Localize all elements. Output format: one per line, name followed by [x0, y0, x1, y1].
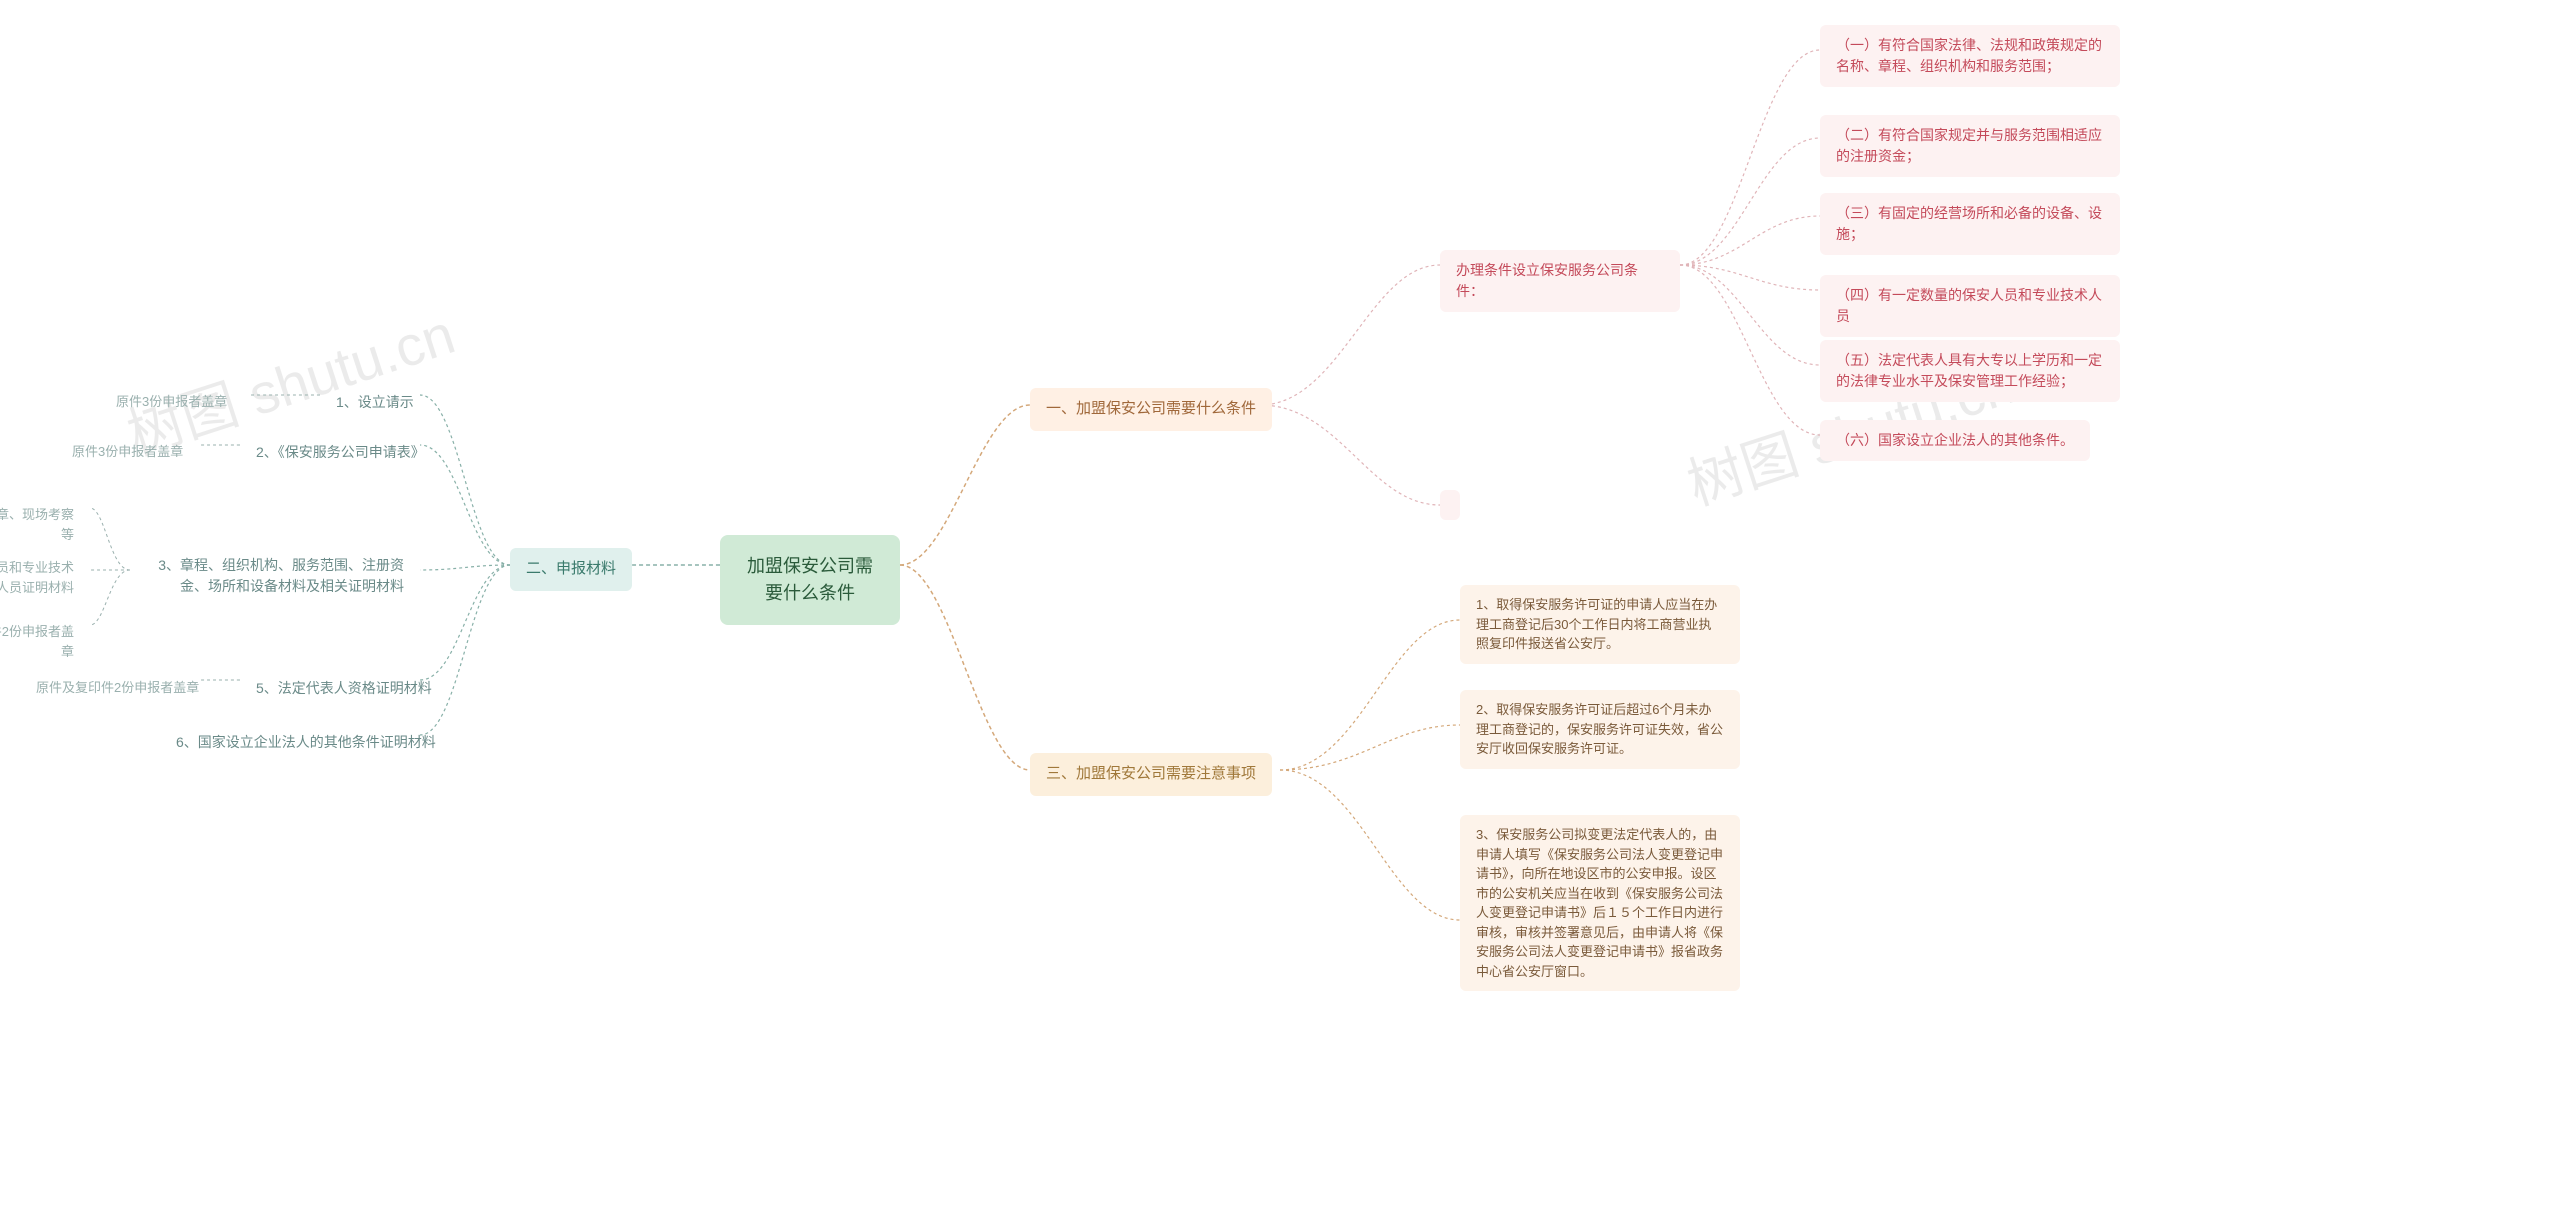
- branch-2-item-6: 6、国家设立企业法人的其他条件证明材料: [160, 722, 452, 763]
- branch-1-sub-label: 办理条件设立保安服务公司条件：: [1456, 262, 1638, 299]
- branch-1-item-2: （二）有符合国家规定并与服务范围相适应的注册资金；: [1820, 115, 2120, 177]
- branch-2-note-2: 原件3份申报者盖章: [56, 432, 199, 472]
- branch-3-item-1: 1、取得保安服务许可证的申请人应当在办理工商登记后30个工作日内将工商营业执照复…: [1460, 585, 1740, 664]
- branch-3-item-3: 3、保安服务公司拟变更法定代表人的，由申请人填写《保安服务公司法人变更登记申请书…: [1460, 815, 1740, 991]
- branch-2-note-1: 原件3份申报者盖章: [100, 382, 243, 422]
- branch-3-label: 三、加盟保安公司需要注意事项: [1046, 765, 1256, 782]
- branch-3: 三、加盟保安公司需要注意事项: [1030, 753, 1272, 796]
- branch-2-item-3: 3、章程、组织机构、服务范围、注册资金、场所和设备材料及相关证明材料: [130, 545, 420, 607]
- branch-1-label: 一、加盟保安公司需要什么条件: [1046, 400, 1256, 417]
- branch-1: 一、加盟保安公司需要什么条件: [1030, 388, 1272, 431]
- branch-2-item-1: 1、设立请示: [320, 382, 430, 423]
- branch-1-item-3: （三）有固定的经营场所和必备的设备、设施；: [1820, 193, 2120, 255]
- branch-2-note-3a: 原件3份申报者盖章、现场考察等: [0, 495, 90, 554]
- branch-1-empty: [1440, 490, 1460, 520]
- branch-3-item-2: 2、取得保安服务许可证后超过6个月未办理工商登记的，保安服务许可证失效，省公安厅…: [1460, 690, 1740, 769]
- branch-1-item-6: （六）国家设立企业法人的其他条件。: [1820, 420, 2090, 461]
- branch-2-note-5: 原件及复印件2份申报者盖章: [20, 668, 215, 708]
- branch-2: 二、申报材料: [510, 548, 632, 591]
- branch-2-item-5: 5、法定代表人资格证明材料: [240, 668, 448, 709]
- connector-lines: [0, 0, 2560, 1227]
- branch-1-item-1: （一）有符合国家法律、法规和政策规定的名称、章程、组织机构和服务范围；: [1820, 25, 2120, 87]
- branch-2-note-3c: 原件及复印件2份申报者盖章: [0, 612, 90, 671]
- branch-2-note-3b: 4、有一定数量的保安人员和专业技术人员证明材料: [0, 548, 90, 607]
- branch-2-label: 二、申报材料: [526, 560, 616, 577]
- branch-1-sub: 办理条件设立保安服务公司条件：: [1440, 250, 1680, 312]
- branch-1-item-5: （五）法定代表人具有大专以上学历和一定的法律专业水平及保安管理工作经验；: [1820, 340, 2120, 402]
- root-node: 加盟保安公司需要什么条件: [720, 535, 900, 625]
- branch-1-item-4: （四）有一定数量的保安人员和专业技术人员: [1820, 275, 2120, 337]
- branch-2-item-2: 2、《保安服务公司申请表》: [240, 432, 441, 473]
- root-title: 加盟保安公司需要什么条件: [747, 556, 873, 603]
